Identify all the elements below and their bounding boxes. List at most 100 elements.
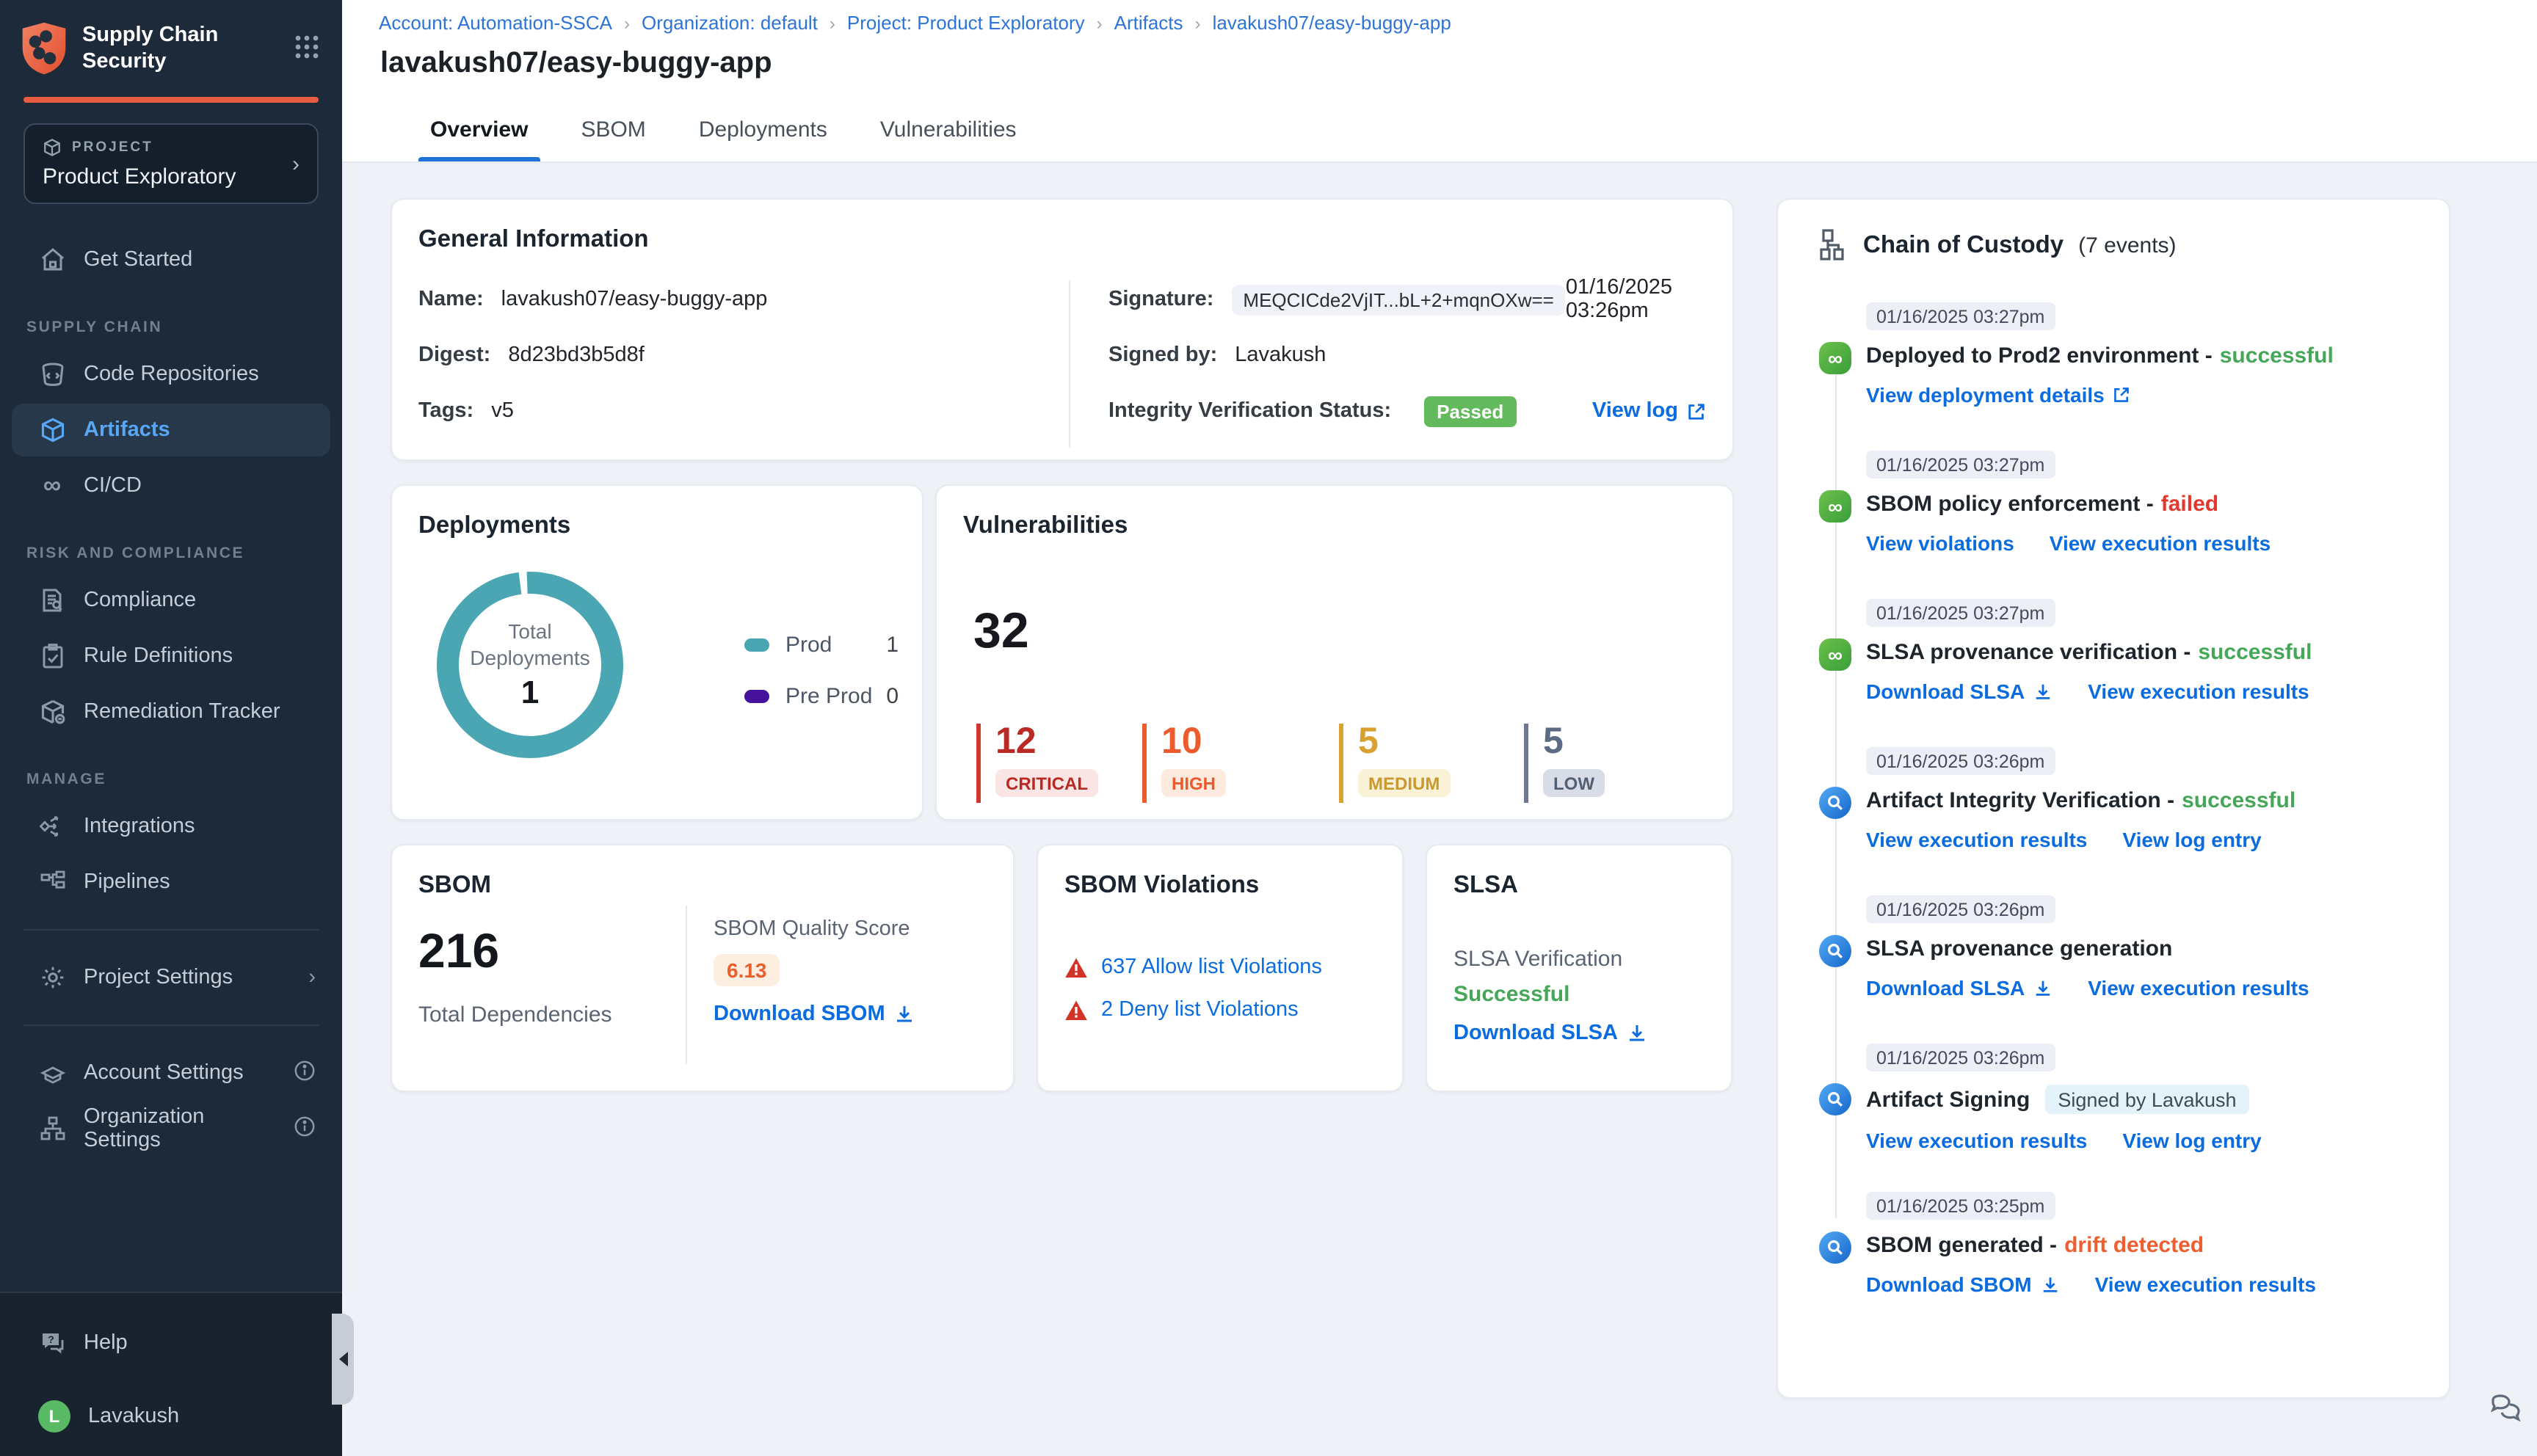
signed-by-value: Lavakush — [1235, 343, 1326, 367]
event-status: failed — [2160, 492, 2219, 517]
view-execution-results-link[interactable]: View execution results — [1866, 1129, 2088, 1152]
slsa-card: SLSA SLSA Verification Successful Downlo… — [1426, 844, 1732, 1092]
view-violations-link[interactable]: View violations — [1866, 531, 2014, 555]
breadcrumb-account[interactable]: Account: Automation-SSCA — [379, 12, 612, 34]
scan-event-icon — [1819, 1231, 1851, 1264]
sidebar-item-integrations[interactable]: Integrations — [12, 800, 330, 853]
sidebar-item-project-settings[interactable]: Project Settings › — [12, 951, 330, 1004]
severity-badge: LOW — [1543, 769, 1605, 797]
sbom-total-dependencies: 216 — [418, 923, 500, 978]
sidebar-item-pipelines[interactable]: Pipelines — [12, 856, 330, 909]
view-execution-results-link[interactable]: View execution results — [2088, 976, 2309, 1000]
integrity-status-label: Integrity Verification Status: — [1108, 399, 1392, 423]
breadcrumb-separator: › — [829, 12, 835, 33]
breadcrumb-project[interactable]: Project: Product Exploratory — [846, 12, 1085, 34]
download-sbom-link[interactable]: Download SBOM — [714, 1002, 915, 1026]
sidebar-item-help[interactable]: ? Help — [12, 1317, 330, 1369]
deployments-card: Deployments Total Deployments 1 — [391, 484, 923, 820]
view-execution-results-link[interactable]: View execution results — [2049, 531, 2271, 555]
chevron-right-icon: › — [308, 966, 316, 989]
vulnerabilities-total: 32 — [973, 603, 1029, 659]
tab-sbom[interactable]: SBOM — [581, 117, 646, 142]
download-slsa-link[interactable]: Download SLSA — [1866, 680, 2053, 703]
download-slsa-link[interactable]: Download SLSA — [1453, 1022, 1647, 1045]
event-title: SLSA provenance generation — [1866, 936, 2173, 961]
event-title: SLSA provenance verification — [1866, 640, 2178, 665]
gear-icon — [38, 964, 66, 991]
event-time: 01/16/2025 03:26pm — [1866, 1044, 2055, 1071]
sidebar-item-remediation-tracker[interactable]: Remediation Tracker — [12, 685, 330, 738]
tab-overview[interactable]: Overview — [418, 103, 540, 161]
help-chat-icon: ? — [38, 1329, 66, 1357]
sbom-quality-score: 6.13 — [714, 954, 780, 986]
project-name: Product Exploratory — [43, 164, 236, 189]
view-log-link[interactable]: View log — [1592, 399, 1706, 423]
download-slsa-link[interactable]: Download SLSA — [1866, 976, 2053, 1000]
deny-list-violations-link[interactable]: 2 Deny list Violations — [1101, 998, 1299, 1022]
allow-list-violations-row: 637 Allow list Violations — [1064, 956, 1376, 979]
scan-event-icon — [1819, 935, 1851, 967]
sidebar-item-code-repositories[interactable]: Code Repositories — [12, 348, 330, 401]
warning-triangle-icon — [1065, 957, 1087, 977]
divider — [23, 1024, 319, 1026]
sidebar-item-label: Rule Definitions — [84, 644, 233, 668]
sidebar-item-organization-settings[interactable]: Organization Settings — [12, 1102, 330, 1155]
severity-badge: MEDIUM — [1358, 769, 1451, 797]
sidebar-item-account-settings[interactable]: Account Settings — [12, 1046, 330, 1099]
event-title: Artifact Integrity Verification — [1866, 788, 2161, 813]
event-time: 01/16/2025 03:25pm — [1866, 1192, 2055, 1220]
tab-deployments[interactable]: Deployments — [698, 117, 827, 142]
download-icon — [1629, 1025, 1644, 1041]
view-execution-results-link[interactable]: View execution results — [1866, 828, 2088, 851]
sidebar-item-artifacts[interactable]: Artifacts — [12, 404, 330, 456]
organization-settings-icon — [38, 1115, 66, 1143]
sidebar: Supply Chain Security PROJECT Product Ex… — [0, 0, 342, 1456]
event-slsa-provenance-generation: 01/16/2025 03:26pm SLSA provenance gener… — [1819, 895, 2422, 1007]
sidebar-item-cicd[interactable]: ∞ CI/CD — [12, 459, 330, 512]
divider — [23, 929, 319, 931]
tab-vulnerabilities[interactable]: Vulnerabilities — [879, 117, 1017, 142]
sidebar-item-label: Integrations — [84, 815, 195, 838]
view-execution-results-link[interactable]: View execution results — [2094, 1273, 2316, 1296]
signature-date: 01/16/2025 03:26pm — [1565, 276, 1672, 323]
sidebar-item-label: Code Repositories — [84, 363, 259, 386]
sidebar-item-rule-definitions[interactable]: Rule Definitions — [12, 630, 330, 682]
digest-label: Digest: — [418, 343, 491, 367]
info-icon — [294, 1115, 316, 1143]
sidebar-collapse-handle[interactable] — [332, 1314, 354, 1405]
module-grid-icon[interactable] — [292, 32, 322, 62]
view-execution-results-link[interactable]: View execution results — [2088, 680, 2309, 703]
clipboard-check-icon — [38, 642, 66, 670]
sidebar-item-get-started[interactable]: Get Started — [12, 233, 330, 286]
warning-triangle-icon — [1065, 1000, 1087, 1019]
overview-cards: General Information Name: lavakush07/easy… — [391, 198, 1734, 1092]
card-title: Deployments — [418, 512, 571, 539]
download-icon — [2036, 980, 2050, 995]
signature-value-chip: MEQCICde2VjIT...bL+2+mqnOXw== — [1231, 284, 1566, 315]
event-sbom-generated: 01/16/2025 03:25pm SBOM generated - drift… — [1819, 1192, 2422, 1303]
sidebar-item-label: Organization Settings — [84, 1105, 205, 1152]
view-deployment-details-link[interactable]: View deployment details — [1866, 383, 2131, 407]
view-log-entry-link[interactable]: View log entry — [2122, 1129, 2262, 1152]
help-chat-bubbles-icon[interactable] — [2487, 1391, 2525, 1430]
code-repositories-icon — [38, 360, 66, 388]
tags-label: Tags: — [418, 399, 474, 423]
breadcrumb-current[interactable]: lavakush07/easy-buggy-app — [1212, 12, 1451, 34]
allow-list-violations-link[interactable]: 637 Allow list Violations — [1101, 956, 1322, 979]
event-status: successful — [2182, 788, 2296, 813]
sidebar-item-label: Project Settings — [84, 966, 233, 989]
download-sbom-link[interactable]: Download SBOM — [1866, 1273, 2060, 1296]
breadcrumb-organization[interactable]: Organization: default — [641, 12, 818, 34]
user-name: Lavakush — [88, 1405, 180, 1428]
view-log-entry-link[interactable]: View log entry — [2122, 828, 2262, 851]
project-selector[interactable]: PROJECT Product Exploratory › — [23, 123, 319, 204]
collapse-arrow-icon — [338, 1352, 347, 1366]
deployments-donut-chart: Total Deployments 1 — [427, 562, 633, 768]
account-settings-icon — [38, 1059, 66, 1087]
sidebar-item-compliance[interactable]: Compliance — [12, 574, 330, 627]
user-menu[interactable]: L Lavakush — [12, 1390, 330, 1443]
breadcrumb-artifacts[interactable]: Artifacts — [1114, 12, 1183, 34]
event-status: drift detected — [2064, 1233, 2204, 1258]
avatar: L — [38, 1400, 70, 1433]
remediation-box-icon — [38, 698, 66, 726]
